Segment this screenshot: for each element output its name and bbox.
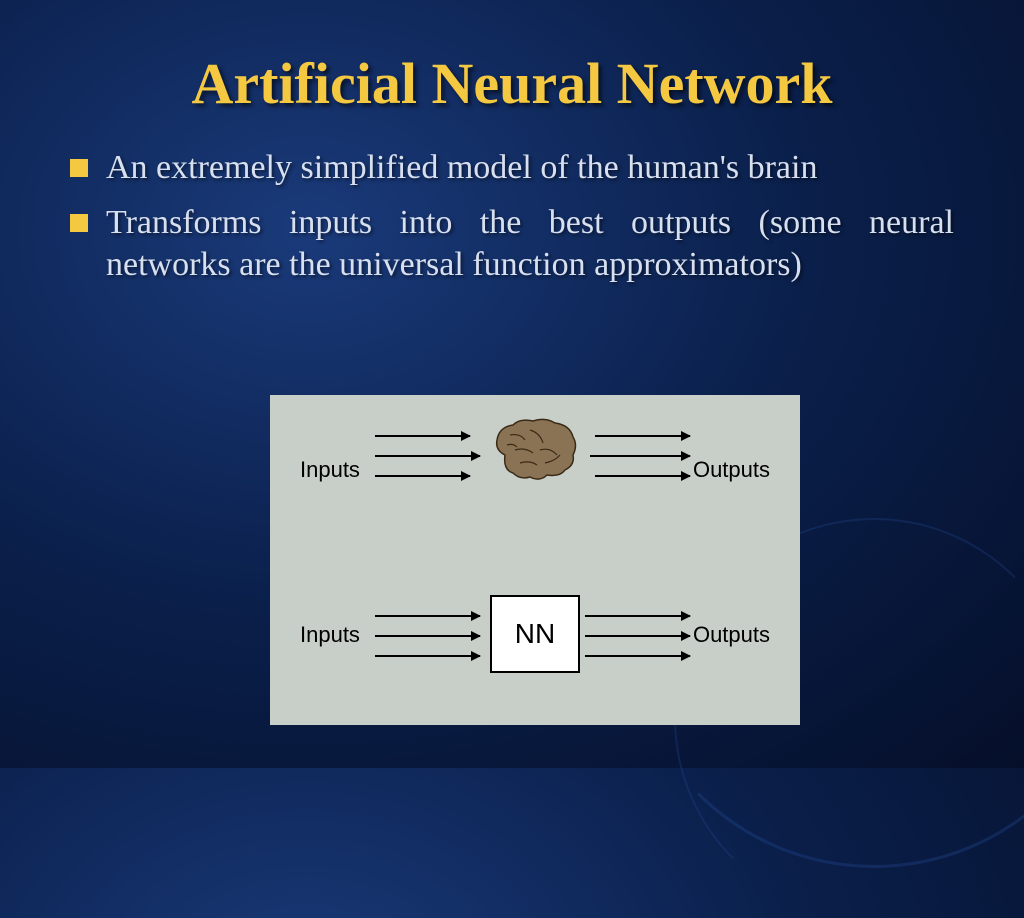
arrow-out (590, 455, 690, 457)
nn-diagram: Inputs Outputs Inputs Outputs NN (270, 395, 800, 725)
arrow-out (585, 655, 690, 657)
arrow-in (375, 435, 470, 437)
slide-title: Artificial Neural Network (0, 0, 1024, 117)
arrow-out (595, 475, 690, 477)
bullet-text-2: Transforms inputs into the best outputs … (106, 202, 954, 287)
bullet-item-2: Transforms inputs into the best outputs … (70, 202, 954, 287)
inputs-label-brain: Inputs (300, 457, 360, 483)
brain-icon (485, 415, 585, 490)
arrow-in (375, 635, 480, 637)
arrow-out (585, 615, 690, 617)
inputs-label-nn: Inputs (300, 622, 360, 648)
arrow-in (375, 615, 480, 617)
nn-box: NN (490, 595, 580, 673)
slide-content: An extremely simplified model of the hum… (0, 117, 1024, 287)
arrow-out (595, 435, 690, 437)
bullet-item-1: An extremely simplified model of the hum… (70, 147, 954, 190)
bullet-marker (70, 214, 88, 232)
bullet-marker (70, 159, 88, 177)
diagram-brain-section: Inputs Outputs (270, 395, 800, 560)
diagram-nn-section: Inputs Outputs NN (270, 560, 800, 725)
arrow-in (375, 475, 470, 477)
arrow-in (375, 455, 480, 457)
arrow-out (585, 635, 690, 637)
outputs-label-brain: Outputs (693, 457, 770, 483)
outputs-label-nn: Outputs (693, 622, 770, 648)
bullet-text-1: An extremely simplified model of the hum… (106, 147, 954, 190)
arrow-in (375, 655, 480, 657)
